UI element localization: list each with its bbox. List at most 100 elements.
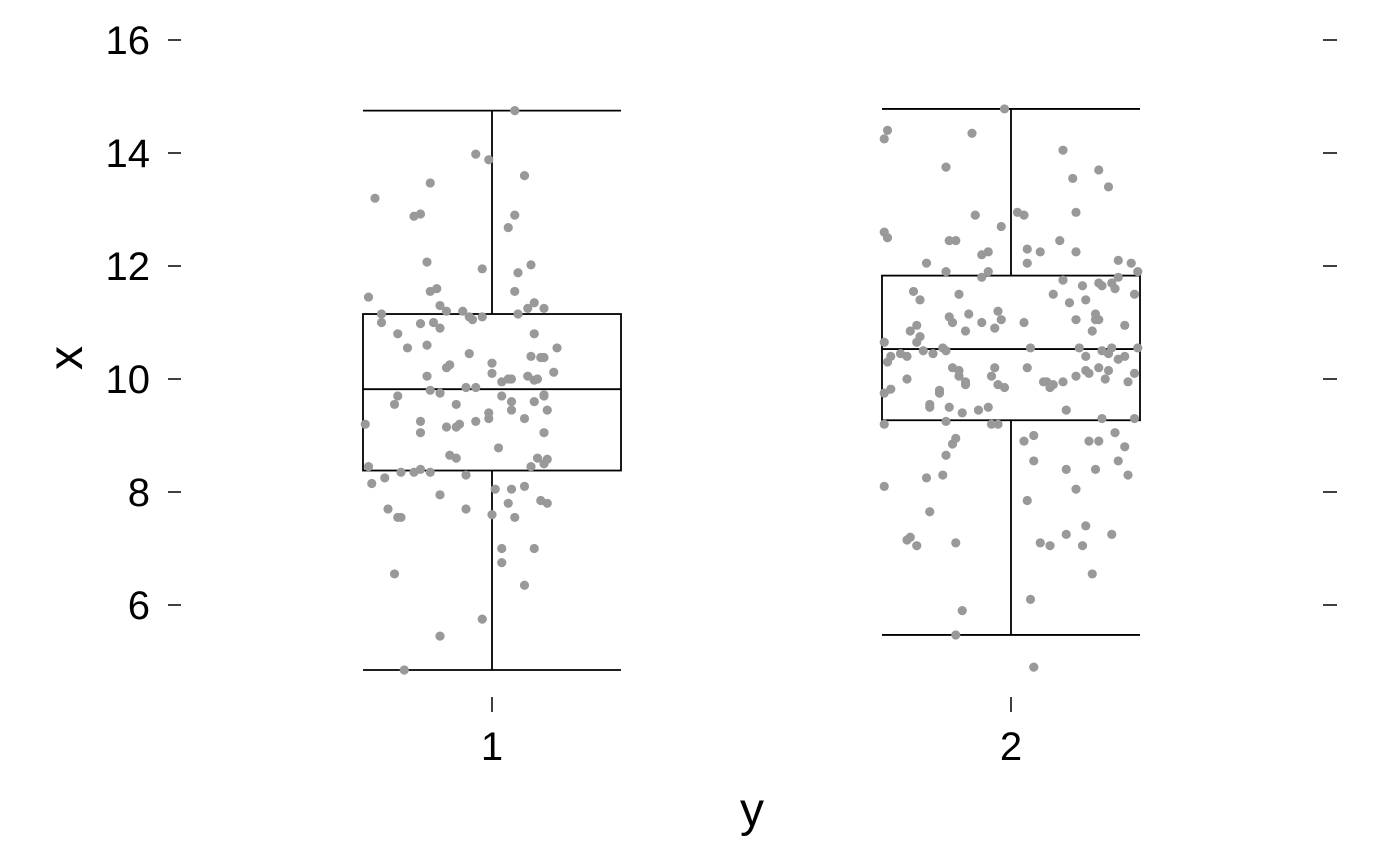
data-point [902,351,912,361]
data-point [957,408,967,418]
data-point [990,323,1000,333]
data-point [918,346,928,356]
data-point [1081,521,1091,531]
y-tick-label: 12 [106,245,151,289]
data-point [1084,368,1094,378]
data-point [435,631,445,641]
data-point [490,484,500,494]
data-point [967,128,977,138]
data-point [497,391,507,401]
data-point [415,209,426,219]
data-point [1071,371,1081,381]
data-point [1110,284,1120,294]
data-point [526,260,536,270]
data-point [497,558,507,568]
data-point [941,450,951,460]
data-point [1133,343,1143,353]
data-point [425,178,435,188]
data-point [1097,281,1107,291]
data-point [529,397,539,407]
data-point [376,309,387,319]
data-point [1048,289,1058,299]
y-tick-label: 6 [128,584,150,628]
data-point [1120,351,1130,361]
data-point [1058,377,1068,387]
data-point [451,422,461,432]
data-point [1123,470,1133,480]
data-point [428,317,439,328]
data-point [993,419,1003,429]
data-point [1071,484,1081,494]
data-point [912,337,922,347]
data-point [1025,594,1036,604]
boxes [362,108,1141,671]
data-point [441,306,452,316]
box-group-1 [362,109,622,671]
y-tick-label: 16 [106,19,151,63]
data-point [1058,145,1068,155]
data-point [983,402,993,412]
data-point [360,419,370,429]
data-point [1100,374,1110,384]
data-point [370,193,380,203]
data-point [1035,247,1045,257]
data-point [941,162,951,172]
data-point [503,498,513,508]
data-point [532,453,543,463]
data-point [1071,247,1081,257]
data-point [1087,569,1097,579]
data-point [497,543,507,554]
data-point [402,343,413,353]
data-point [1087,326,1097,336]
data-point [1022,258,1032,268]
data-point [396,467,406,477]
data-point [921,473,932,483]
data-point [951,433,961,443]
data-point [928,348,938,359]
data-point [1084,436,1094,446]
data-point [435,388,445,398]
data-point [925,399,935,410]
data-point [944,402,954,412]
data-point [519,580,530,590]
data-point [902,535,912,545]
data-point [523,303,533,313]
data-point [1074,343,1084,353]
data-point [1045,541,1055,551]
data-point [934,388,945,398]
data-point [363,292,374,302]
data-point [944,235,954,246]
data-point [487,509,497,520]
data-point [1019,317,1029,328]
data-point [1126,258,1136,268]
x-tick-label: 2 [1000,725,1022,769]
data-point [1120,442,1130,452]
data-point [1090,315,1101,325]
data-point [1055,235,1065,246]
data-point [422,340,432,350]
data-point [393,391,403,401]
data-point [539,390,549,400]
data-point [380,473,390,483]
data-point [882,357,893,367]
data-point [542,498,552,508]
data-point [941,416,951,426]
data-point [506,484,517,494]
data-point [951,630,961,640]
data-point [1035,538,1045,548]
data-point [882,233,893,243]
data-point [879,134,889,144]
data-point [435,323,445,333]
y-axis-title: x [40,346,93,370]
data-point [960,380,971,390]
data-point [510,512,520,523]
data-point [977,272,987,282]
data-point [389,569,400,579]
data-point [879,337,889,347]
data-point [1061,464,1071,474]
data-point [902,374,912,384]
data-point [1113,456,1123,466]
data-point [1094,165,1104,175]
data-point [363,461,374,472]
